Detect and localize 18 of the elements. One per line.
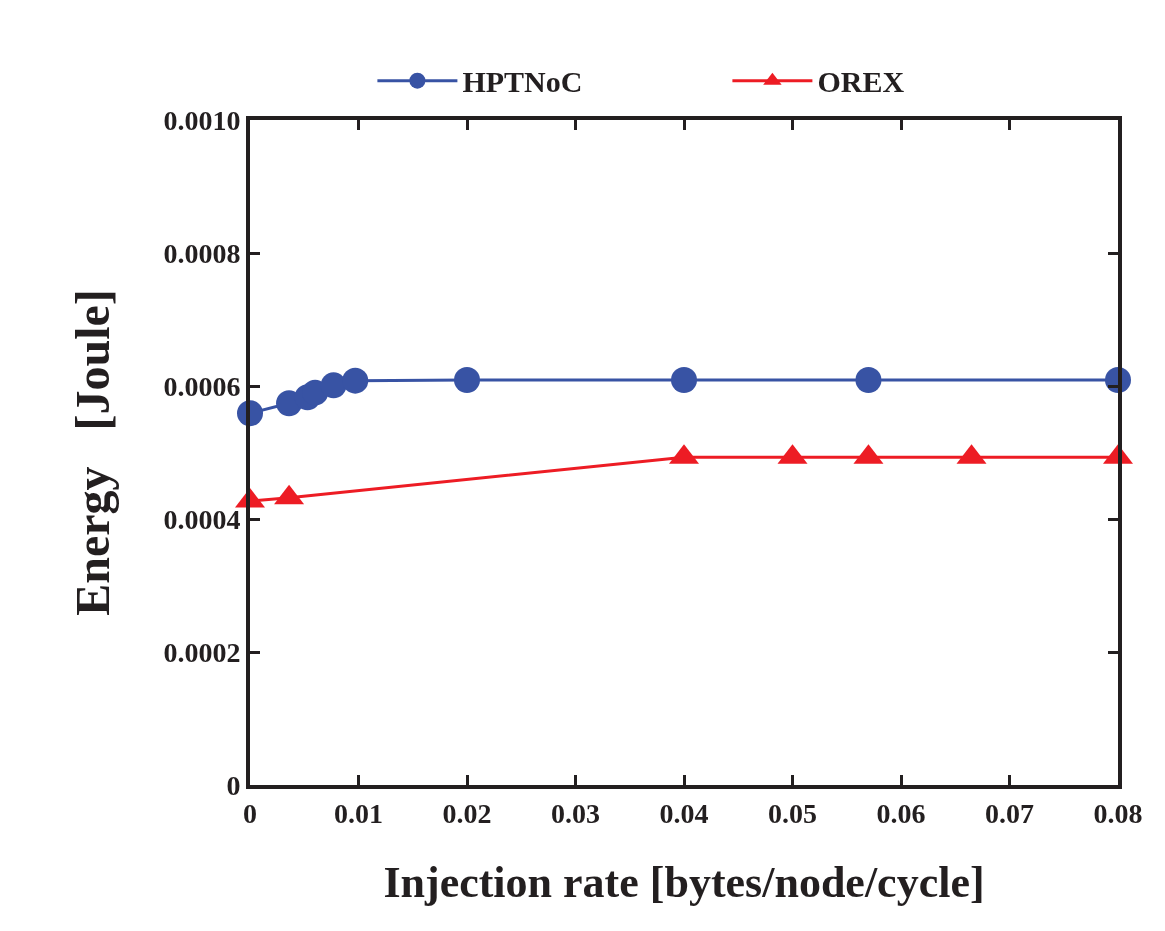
y-tick-label: 0 [226, 769, 241, 801]
x-tick-label: 0.03 [551, 797, 600, 829]
y-tick-label: 0.0008 [163, 237, 241, 269]
x-tick-label: 0.05 [768, 797, 817, 829]
legend-label: HPTNoC [462, 65, 583, 99]
y-tick-label: 0.0004 [163, 503, 241, 535]
x-tick-label: 0.04 [659, 797, 709, 829]
legend-label: OREX [817, 65, 905, 99]
x-tick-label: 0.06 [876, 797, 926, 829]
x-axis-title: Injection rate [bytes/node/cycle] [383, 858, 985, 908]
y-tick-label: 0.0010 [163, 104, 241, 136]
x-tick-label: 0.02 [442, 797, 492, 829]
y-tick-label: 0.0002 [163, 636, 241, 668]
x-tick-label: 0.08 [1093, 797, 1143, 829]
x-tick-label: 0.01 [334, 797, 383, 829]
y-axis-title: Energy [Joule] [65, 289, 119, 616]
x-tick-label: 0.07 [985, 797, 1034, 829]
y-tick-label: 0.0006 [163, 370, 241, 402]
